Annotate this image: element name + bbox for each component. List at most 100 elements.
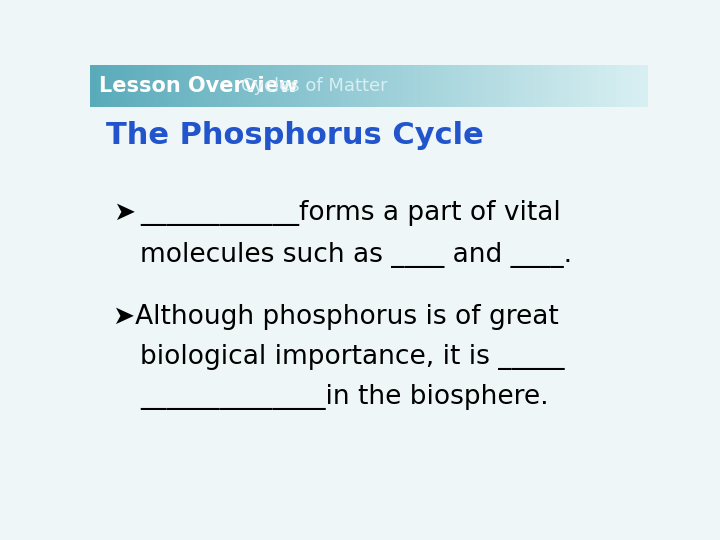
Bar (444, 65, 448, 107)
Bar (109, 65, 113, 107)
Bar (347, 65, 350, 107)
Bar (436, 65, 439, 107)
Bar (523, 65, 526, 107)
Bar (433, 65, 437, 107)
Text: Cycles of Matter: Cycles of Matter (241, 77, 388, 95)
Bar (425, 65, 428, 107)
Bar (464, 65, 467, 107)
Bar (419, 65, 423, 107)
Bar (213, 65, 216, 107)
Bar (258, 65, 261, 107)
Bar (171, 65, 174, 107)
Bar (218, 65, 222, 107)
Bar (185, 65, 189, 107)
Bar (121, 65, 125, 107)
Bar (101, 65, 104, 107)
Bar (352, 65, 356, 107)
Bar (319, 65, 323, 107)
Bar (564, 65, 568, 107)
Bar (163, 65, 166, 107)
Bar (336, 65, 339, 107)
Bar (637, 65, 640, 107)
Bar (408, 65, 412, 107)
Bar (392, 65, 395, 107)
Bar (135, 65, 138, 107)
Bar (400, 65, 403, 107)
Bar (505, 65, 509, 107)
Bar (361, 65, 364, 107)
Bar (338, 65, 342, 107)
Bar (447, 65, 451, 107)
Bar (132, 65, 135, 107)
Text: ➤: ➤ (113, 200, 135, 226)
Bar (411, 65, 415, 107)
Bar (263, 65, 266, 107)
Bar (623, 65, 626, 107)
Bar (316, 65, 320, 107)
Bar (310, 65, 314, 107)
Bar (266, 65, 269, 107)
Bar (431, 65, 434, 107)
Bar (369, 65, 372, 107)
Bar (414, 65, 417, 107)
Bar (358, 65, 361, 107)
Bar (327, 65, 330, 107)
Bar (528, 65, 531, 107)
Bar (380, 65, 384, 107)
Bar (344, 65, 348, 107)
Bar (467, 65, 470, 107)
Bar (405, 65, 409, 107)
Bar (349, 65, 353, 107)
Bar (190, 65, 194, 107)
Bar (260, 65, 264, 107)
Bar (503, 65, 506, 107)
Bar (90, 65, 94, 107)
Text: The Phosphorus Cycle: The Phosphorus Cycle (106, 121, 483, 150)
Bar (140, 65, 144, 107)
Bar (639, 65, 643, 107)
Bar (615, 65, 618, 107)
Bar (609, 65, 613, 107)
Bar (498, 65, 501, 107)
Bar (138, 65, 141, 107)
Bar (634, 65, 638, 107)
Bar (612, 65, 616, 107)
Bar (143, 65, 147, 107)
Bar (168, 65, 171, 107)
Bar (124, 65, 127, 107)
Bar (642, 65, 646, 107)
Bar (305, 65, 308, 107)
Bar (575, 65, 579, 107)
Bar (456, 65, 459, 107)
Bar (389, 65, 392, 107)
Bar (148, 65, 152, 107)
Bar (441, 65, 445, 107)
Bar (118, 65, 122, 107)
Bar (151, 65, 155, 107)
Bar (547, 65, 551, 107)
Bar (386, 65, 390, 107)
Bar (377, 65, 381, 107)
Text: ➤Although phosphorus is of great: ➤Although phosphorus is of great (113, 303, 559, 329)
Bar (300, 65, 303, 107)
Bar (603, 65, 607, 107)
Bar (631, 65, 635, 107)
Bar (202, 65, 205, 107)
Bar (453, 65, 456, 107)
Bar (115, 65, 119, 107)
Bar (243, 65, 247, 107)
Bar (238, 65, 241, 107)
Bar (526, 65, 528, 107)
Bar (545, 65, 549, 107)
Bar (475, 65, 479, 107)
Bar (330, 65, 333, 107)
Text: ______________in the biosphere.: ______________in the biosphere. (140, 383, 549, 409)
Bar (550, 65, 554, 107)
Bar (383, 65, 387, 107)
Bar (598, 65, 601, 107)
Bar (227, 65, 230, 107)
Bar (500, 65, 504, 107)
Bar (492, 65, 495, 107)
Bar (450, 65, 454, 107)
Bar (595, 65, 598, 107)
